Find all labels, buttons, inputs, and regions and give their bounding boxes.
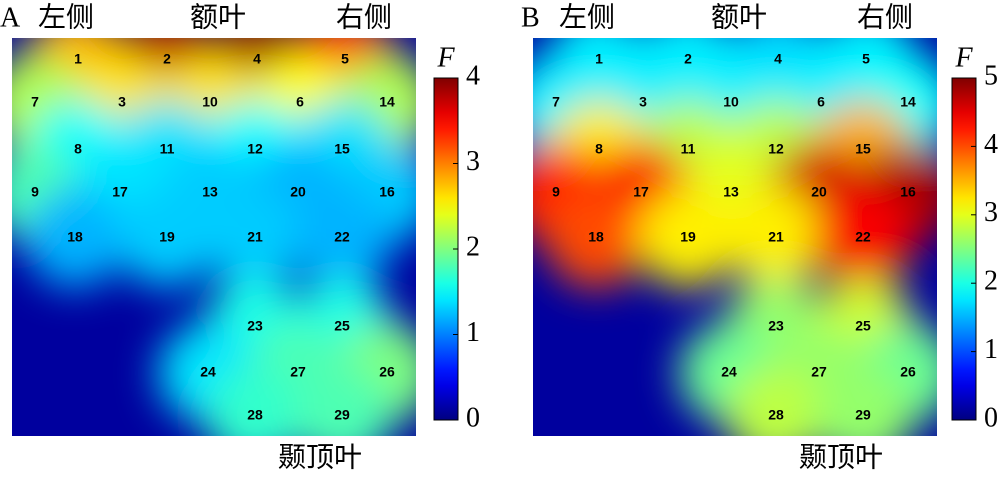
heat-blob — [813, 188, 913, 288]
colorbar-tick-label: 2 — [984, 266, 998, 297]
electrode-label: 7 — [552, 94, 560, 110]
electrode-label: 27 — [811, 364, 827, 380]
colorbar-tick-label: 4 — [466, 60, 480, 91]
colorbar-tick-label: 3 — [984, 197, 998, 228]
electrode-label: 26 — [379, 364, 395, 380]
electrode-label: 18 — [67, 229, 83, 245]
colorbar-tick-label: 0 — [984, 402, 998, 433]
heat-blob — [726, 366, 826, 436]
colorbar-tick-label: 2 — [466, 231, 480, 262]
electrode-label: 19 — [680, 229, 696, 245]
electrode-label: 10 — [202, 94, 218, 110]
colorbar-label: F — [954, 42, 973, 73]
heat-blob — [117, 188, 217, 288]
electrode-label: 8 — [595, 141, 603, 157]
colorbar-label: F — [436, 42, 455, 73]
electrode-label: 2 — [684, 51, 692, 67]
region-label: 颞顶叶 — [799, 442, 883, 473]
electrode-label: 24 — [721, 364, 737, 380]
electrode-label: 23 — [768, 318, 784, 334]
electrode-label: 29 — [334, 407, 350, 423]
electrode-label: 14 — [379, 94, 395, 110]
region-label: 额叶 — [190, 1, 246, 33]
colorbar-tick-label: 3 — [466, 146, 480, 177]
electrode-label: 4 — [774, 51, 782, 67]
electrode-label: 5 — [862, 51, 870, 67]
electrode-label: 25 — [334, 318, 350, 334]
electrode-label: 15 — [855, 141, 871, 157]
electrode-label: 11 — [160, 141, 175, 157]
panel-label: B — [521, 2, 540, 33]
heat-blob — [813, 366, 913, 436]
electrode-label: 3 — [639, 94, 647, 110]
region-label: 右侧 — [336, 1, 392, 33]
electrode-label: 11 — [681, 141, 696, 157]
electrode-label: 13 — [723, 184, 739, 200]
electrode-label: 4 — [253, 51, 261, 67]
region-label: 颞顶叶 — [278, 442, 362, 473]
electrode-label: 6 — [296, 94, 304, 110]
electrode-label: 23 — [247, 318, 263, 334]
electrode-label: 5 — [341, 51, 349, 67]
electrode-label: 22 — [334, 229, 350, 245]
heatmap-field — [12, 38, 416, 436]
electrode-label: 20 — [811, 184, 827, 200]
heat-blob — [546, 188, 646, 288]
colorbar — [951, 77, 977, 421]
electrode-label: 15 — [334, 141, 350, 157]
electrode-label: 12 — [768, 141, 784, 157]
heat-blob — [25, 188, 125, 288]
electrode-label: 20 — [290, 184, 306, 200]
colorbar-tick-label: 0 — [466, 402, 480, 433]
electrode-label: 22 — [855, 229, 871, 245]
electrode-label: 25 — [855, 318, 871, 334]
electrode-label: 14 — [900, 94, 916, 110]
electrode-label: 27 — [290, 364, 306, 380]
colorbar-tick-label: 1 — [466, 317, 480, 348]
electrode-label: 26 — [900, 364, 916, 380]
region-label: 额叶 — [711, 1, 767, 33]
heat-blob — [205, 188, 305, 288]
colorbar-tick-label: 5 — [984, 60, 998, 91]
electrode-label: 13 — [202, 184, 218, 200]
heatmap — [12, 38, 416, 436]
electrode-label: 16 — [900, 184, 916, 200]
electrode-label: 3 — [118, 94, 126, 110]
colorbar-tick-label: 4 — [984, 129, 998, 160]
colorbar-tick-label: 1 — [984, 334, 998, 365]
heat-blob — [292, 366, 392, 436]
region-label: 左侧 — [38, 1, 94, 33]
electrode-label: 1 — [74, 51, 82, 67]
electrode-label: 24 — [200, 364, 216, 380]
electrode-label: 18 — [588, 229, 604, 245]
electrode-label: 7 — [31, 94, 39, 110]
heat-blob — [205, 366, 305, 436]
heat-blob — [726, 188, 826, 288]
electrode-label: 21 — [247, 229, 263, 245]
electrode-label: 21 — [768, 229, 784, 245]
electrode-label: 19 — [159, 229, 175, 245]
electrode-label: 17 — [112, 184, 128, 200]
electrode-label: 9 — [552, 184, 560, 200]
electrode-label: 29 — [855, 407, 871, 423]
electrode-label: 8 — [74, 141, 82, 157]
electrode-label: 2 — [163, 51, 171, 67]
electrode-label: 6 — [817, 94, 825, 110]
heatmap-field — [533, 38, 937, 436]
electrode-label: 1 — [595, 51, 603, 67]
electrode-label: 28 — [768, 407, 784, 423]
panel-label: A — [0, 2, 21, 33]
electrode-label: 17 — [633, 184, 649, 200]
electrode-label: 12 — [247, 141, 263, 157]
electrode-label: 16 — [379, 184, 395, 200]
electrode-label: 28 — [247, 407, 263, 423]
electrode-label: 9 — [31, 184, 39, 200]
region-label: 右侧 — [857, 1, 913, 33]
heatmap — [533, 38, 937, 436]
electrode-label: 10 — [723, 94, 739, 110]
heat-blob — [292, 188, 392, 288]
region-label: 左侧 — [559, 1, 615, 33]
heat-blob — [638, 188, 738, 288]
